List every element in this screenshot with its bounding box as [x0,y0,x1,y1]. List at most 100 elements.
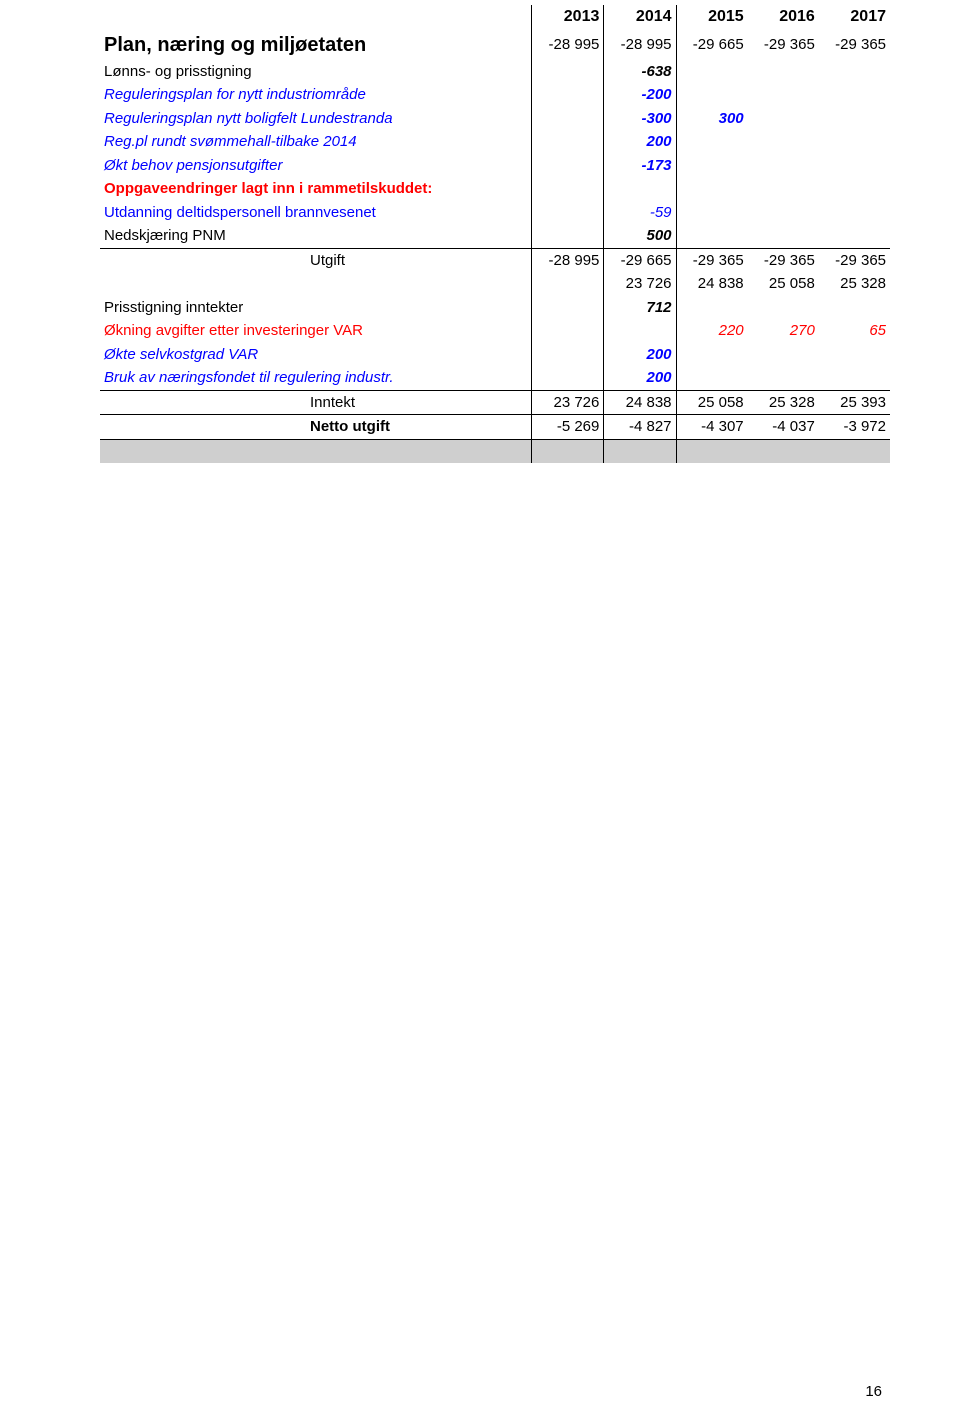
row-value [819,343,890,367]
row-value [676,154,748,178]
row-value: 25 393 [819,390,890,415]
row-label: Utdanning deltidspersonell brannvesenet [100,201,532,225]
row-value: 23 726 [604,272,676,296]
row-value [532,296,604,320]
header-year: 2013 [532,5,604,30]
row-value: 270 [748,319,819,343]
row-label: Bruk av næringsfondet til regulering ind… [100,366,532,390]
row-value [748,130,819,154]
table-row: Netto utgift-5 269-4 827-4 307-4 037-3 9… [100,415,890,440]
row-value: 25 058 [676,390,748,415]
footer-cell [748,439,819,463]
row-value [819,224,890,248]
row-value [532,60,604,84]
footer-cell [819,439,890,463]
row-value: -638 [604,60,676,84]
row-value [532,201,604,225]
row-value: 200 [604,343,676,367]
row-value [604,177,676,201]
table-row: 23 72624 83825 05825 328 [100,272,890,296]
table-row: Lønns- og prisstigning -638 [100,60,890,84]
table-row: Nedskjæring PNM500 [100,224,890,248]
row-value [532,343,604,367]
row-value [748,201,819,225]
row-value [748,154,819,178]
row-value [748,224,819,248]
row-label: Nedskjæring PNM [100,224,532,248]
footer-cell [532,439,604,463]
row-value: -29 365 [819,248,890,272]
row-label: Oppgaveendringer lagt inn i rammetilskud… [100,177,532,201]
row-value: 220 [676,319,748,343]
header-year: 2015 [676,5,748,30]
table-row: Utgift-28 995-29 665-29 365-29 365-29 36… [100,248,890,272]
row-value [676,177,748,201]
row-value: 25 328 [819,272,890,296]
row-value: -300 [604,107,676,131]
row-value: -4 827 [604,415,676,440]
row-value: 200 [604,130,676,154]
row-value: -4 307 [676,415,748,440]
page-number: 16 [865,1383,882,1400]
table-row: Inntekt23 72624 83825 05825 32825 393 [100,390,890,415]
row-value: 200 [604,366,676,390]
row-value: -29 365 [819,30,890,60]
table-header-row: 20132014201520162017 [100,5,890,30]
row-value: -4 037 [748,415,819,440]
row-value: -29 365 [748,30,819,60]
row-value: 23 726 [532,390,604,415]
row-value [748,60,819,84]
budget-table: 20132014201520162017Plan, næring og milj… [100,5,890,463]
row-value [819,130,890,154]
row-value: -200 [604,83,676,107]
row-value: 24 838 [604,390,676,415]
row-value [676,296,748,320]
row-value: -28 995 [604,30,676,60]
row-value [532,319,604,343]
table-row: Reguleringsplan for nytt industriområde -… [100,83,890,107]
row-value [748,343,819,367]
table-row: Økning avgifter etter investeringer VAR 2… [100,319,890,343]
row-label: Plan, næring og miljøetaten [100,30,532,60]
header-year: 2017 [819,5,890,30]
row-value [532,107,604,131]
header-year: 2014 [604,5,676,30]
row-value [676,224,748,248]
row-value: -173 [604,154,676,178]
row-value [532,130,604,154]
row-value: 25 058 [748,272,819,296]
header-year: 2016 [748,5,819,30]
row-label: Reguleringsplan nytt boligfelt Lundestra… [100,107,532,131]
row-value [748,177,819,201]
row-value [819,201,890,225]
row-value: 65 [819,319,890,343]
row-value [532,154,604,178]
row-value [748,107,819,131]
row-value [676,130,748,154]
table-row: Utdanning deltidspersonell brannvesenet-… [100,201,890,225]
row-value [676,83,748,107]
row-value: -29 665 [676,30,748,60]
row-label: Lønns- og prisstigning [100,60,532,84]
row-value: 712 [604,296,676,320]
row-value: 25 328 [748,390,819,415]
row-value [676,366,748,390]
row-value: -29 665 [604,248,676,272]
row-value [676,60,748,84]
row-label: Økning avgifter etter investeringer VAR [100,319,532,343]
row-value: -29 365 [676,248,748,272]
row-value [819,107,890,131]
row-label: Netto utgift [100,415,532,440]
row-value: -28 995 [532,248,604,272]
table-footer-row [100,439,890,463]
footer-cell [604,439,676,463]
row-value [748,296,819,320]
header-empty [100,5,532,30]
row-value [532,272,604,296]
table-row: Økt behov pensjonsutgifter-173 [100,154,890,178]
row-label: Reguleringsplan for nytt industriområde [100,83,532,107]
table-row: Økte selvkostgrad VAR200 [100,343,890,367]
footer-cell [676,439,748,463]
row-value: -3 972 [819,415,890,440]
table-row: Bruk av næringsfondet til regulering ind… [100,366,890,390]
